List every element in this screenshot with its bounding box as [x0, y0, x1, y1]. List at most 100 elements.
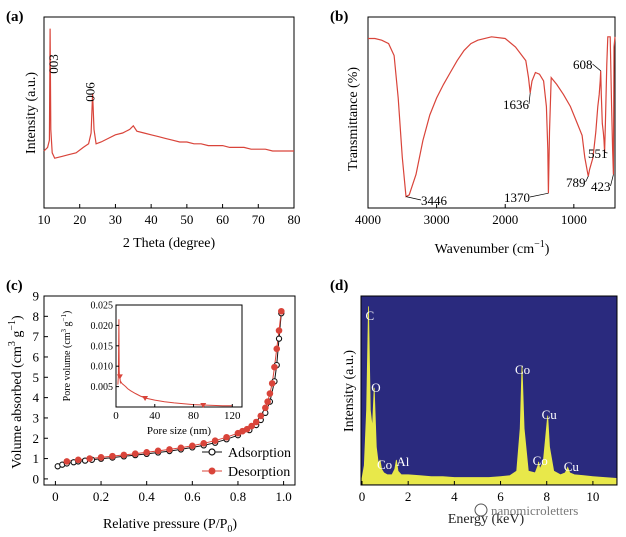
panel-c-y-tick-label: 8: [33, 309, 40, 324]
inset-y-tick-label: 0.005: [91, 382, 114, 393]
desorption-point: [97, 454, 105, 461]
edx-element-label: Cu: [542, 407, 558, 422]
panel-d-label: (d): [330, 278, 348, 294]
xrd-peak-label: 003: [46, 54, 61, 74]
panel-c-x-ticks: 0 0.2 0.4 0.6 0.8 1.0: [52, 481, 292, 504]
desorption-point: [131, 450, 139, 458]
desorption-point: [273, 345, 281, 353]
ftir-peak-label: 789: [566, 175, 586, 190]
ftir-peak-leader: [529, 192, 549, 198]
ftir-peak-label: 608: [573, 57, 593, 72]
panel-d: (d) 0 2 4 6 8 10 C O Co Al Co Cu Co Cu Intensity (a.…: [330, 278, 618, 527]
panel-b-label: (b): [330, 9, 348, 25]
panel-d-x-axis-label: Energy (keV): [448, 512, 525, 527]
adsorption-point: [275, 335, 283, 342]
desorption-point: [189, 442, 196, 450]
xrd-pattern-line: [43, 28, 294, 159]
panel-c-legend: Adsorption Desorption: [202, 446, 291, 480]
panel-a-x-tick-label: 60: [216, 212, 229, 227]
pore-size-marker: [200, 402, 207, 408]
panel-b: (b) 4000 3000 2000 1000 3446 1636 1370 789 608 5…: [330, 9, 616, 257]
edx-element-label: O: [371, 380, 380, 395]
desorption-point: [252, 418, 260, 426]
ftir-peak-label: 1636: [503, 97, 530, 112]
desorption-points: [63, 307, 285, 465]
ftir-peak-label: 551: [588, 146, 608, 161]
panel-a: (a) 10 20 30 40 50 60 70 80 003 006 2 Theta (deg…: [6, 9, 301, 251]
watermark-text: nanomicroletters: [491, 503, 578, 518]
panel-b-x-tick-label: 1000: [561, 212, 587, 227]
edx-element-label: C: [365, 308, 374, 323]
desorption-point: [262, 404, 269, 412]
legend-adsorption-label: Adsorption: [228, 446, 291, 461]
panel-d-annotations: C O Co Al Co Cu Co Cu: [365, 308, 579, 474]
edx-element-label: Al: [396, 454, 409, 469]
ftir-peak-leader: [604, 152, 608, 154]
panel-b-x-axis-label: Wavenumber (cm−1): [435, 239, 550, 257]
desorption-point: [264, 398, 271, 405]
edx-plot-background: [360, 295, 618, 486]
panel-c-x-axis-label: Relative pressure (P/P0): [103, 517, 237, 535]
panel-a-x-tick-label: 30: [109, 212, 122, 227]
desorption-point: [109, 452, 116, 460]
desorption-point: [234, 429, 242, 437]
desorption-point: [74, 456, 82, 464]
ftir-peak-leader: [528, 92, 531, 105]
panel-c-y-tick-label: 9: [33, 289, 40, 304]
desorption-point: [166, 446, 173, 453]
panel-c-x-tick-label: 0.6: [184, 489, 201, 504]
ftir-peak-label: 3446: [421, 193, 448, 208]
panel-a-x-tick-label: 20: [73, 212, 86, 227]
watermark-logo-icon: [474, 503, 488, 517]
inset-x-tick-label: 40: [149, 410, 161, 422]
panel-b-x-tick-label: 4000: [355, 212, 381, 227]
panel-d-x-tick-label: 2: [405, 489, 412, 504]
panel-c-y-tick-label: 1: [33, 451, 40, 466]
desorption-point: [120, 451, 128, 459]
panel-a-x-ticks: 10 20 30 40 50 60 70 80: [38, 204, 301, 227]
panel-b-x-tick-label: 3000: [424, 212, 450, 227]
panel-c: (c) 0 0.2 0.4 0.6 0.8 1.0 0 1 2 3 4 5 6 7 8 9 Relative…: [6, 278, 296, 535]
pore-size-marker: [142, 396, 149, 402]
panel-c-y-tick-label: 5: [33, 370, 40, 385]
ftir-peak-label: 1370: [504, 190, 530, 205]
edx-element-label: Cu: [564, 459, 580, 474]
ftir-spectrum-line: [368, 36, 616, 198]
panel-d-x-tick-label: 4: [451, 489, 458, 504]
panel-c-y-axis-label: Volume absorbed (cm3 g−1): [7, 315, 25, 469]
panel-a-x-tick-label: 80: [288, 212, 301, 227]
watermark: nanomicroletters: [474, 503, 578, 518]
edx-spectrum-area: [361, 306, 617, 485]
inset-x-tick-label: 0: [113, 410, 119, 422]
inset-y-tick-label: 0.015: [91, 341, 114, 352]
desorption-point: [257, 412, 265, 420]
desorption-point: [278, 307, 285, 315]
inset-x-tick-label: 120: [224, 410, 241, 422]
panel-c-y-tick-label: 3: [33, 410, 40, 425]
panel-b-annotations: 3446 1636 1370 789 608 551 423: [405, 57, 614, 208]
desorption-point: [154, 447, 162, 455]
panel-d-x-tick-label: 10: [586, 489, 599, 504]
panel-b-x-ticks: 4000 3000 2000 1000: [355, 204, 587, 227]
desorption-point: [223, 433, 230, 441]
panel-a-annotations: 003 006: [46, 54, 97, 102]
inset-y-ticks: 0.005 0.010 0.015 0.020 0.025: [91, 301, 119, 393]
ftir-peak-label: 423: [591, 179, 611, 194]
edx-element-label: Co: [377, 457, 392, 472]
pore-size-marker: [116, 374, 123, 380]
desorption-point: [200, 440, 208, 447]
inset-y-tick-label: 0.025: [91, 301, 114, 312]
desorption-point: [266, 390, 274, 397]
xrd-peak-label: 006: [83, 82, 98, 102]
panel-c-y-tick-label: 2: [33, 431, 40, 446]
panel-b-frame: [367, 16, 616, 209]
desorption-point: [271, 363, 278, 371]
edx-element-label: Co: [533, 453, 548, 468]
panel-c-frame: [43, 295, 296, 486]
desorption-point: [177, 444, 185, 452]
panel-a-label: (a): [6, 9, 24, 25]
legend-desorption-label: Desorption: [228, 465, 290, 480]
inset-x-tick-label: 80: [188, 410, 200, 422]
panel-d-y-axis-label: Intensity (a.u.): [342, 350, 357, 432]
panel-a-x-tick-label: 40: [145, 212, 158, 227]
